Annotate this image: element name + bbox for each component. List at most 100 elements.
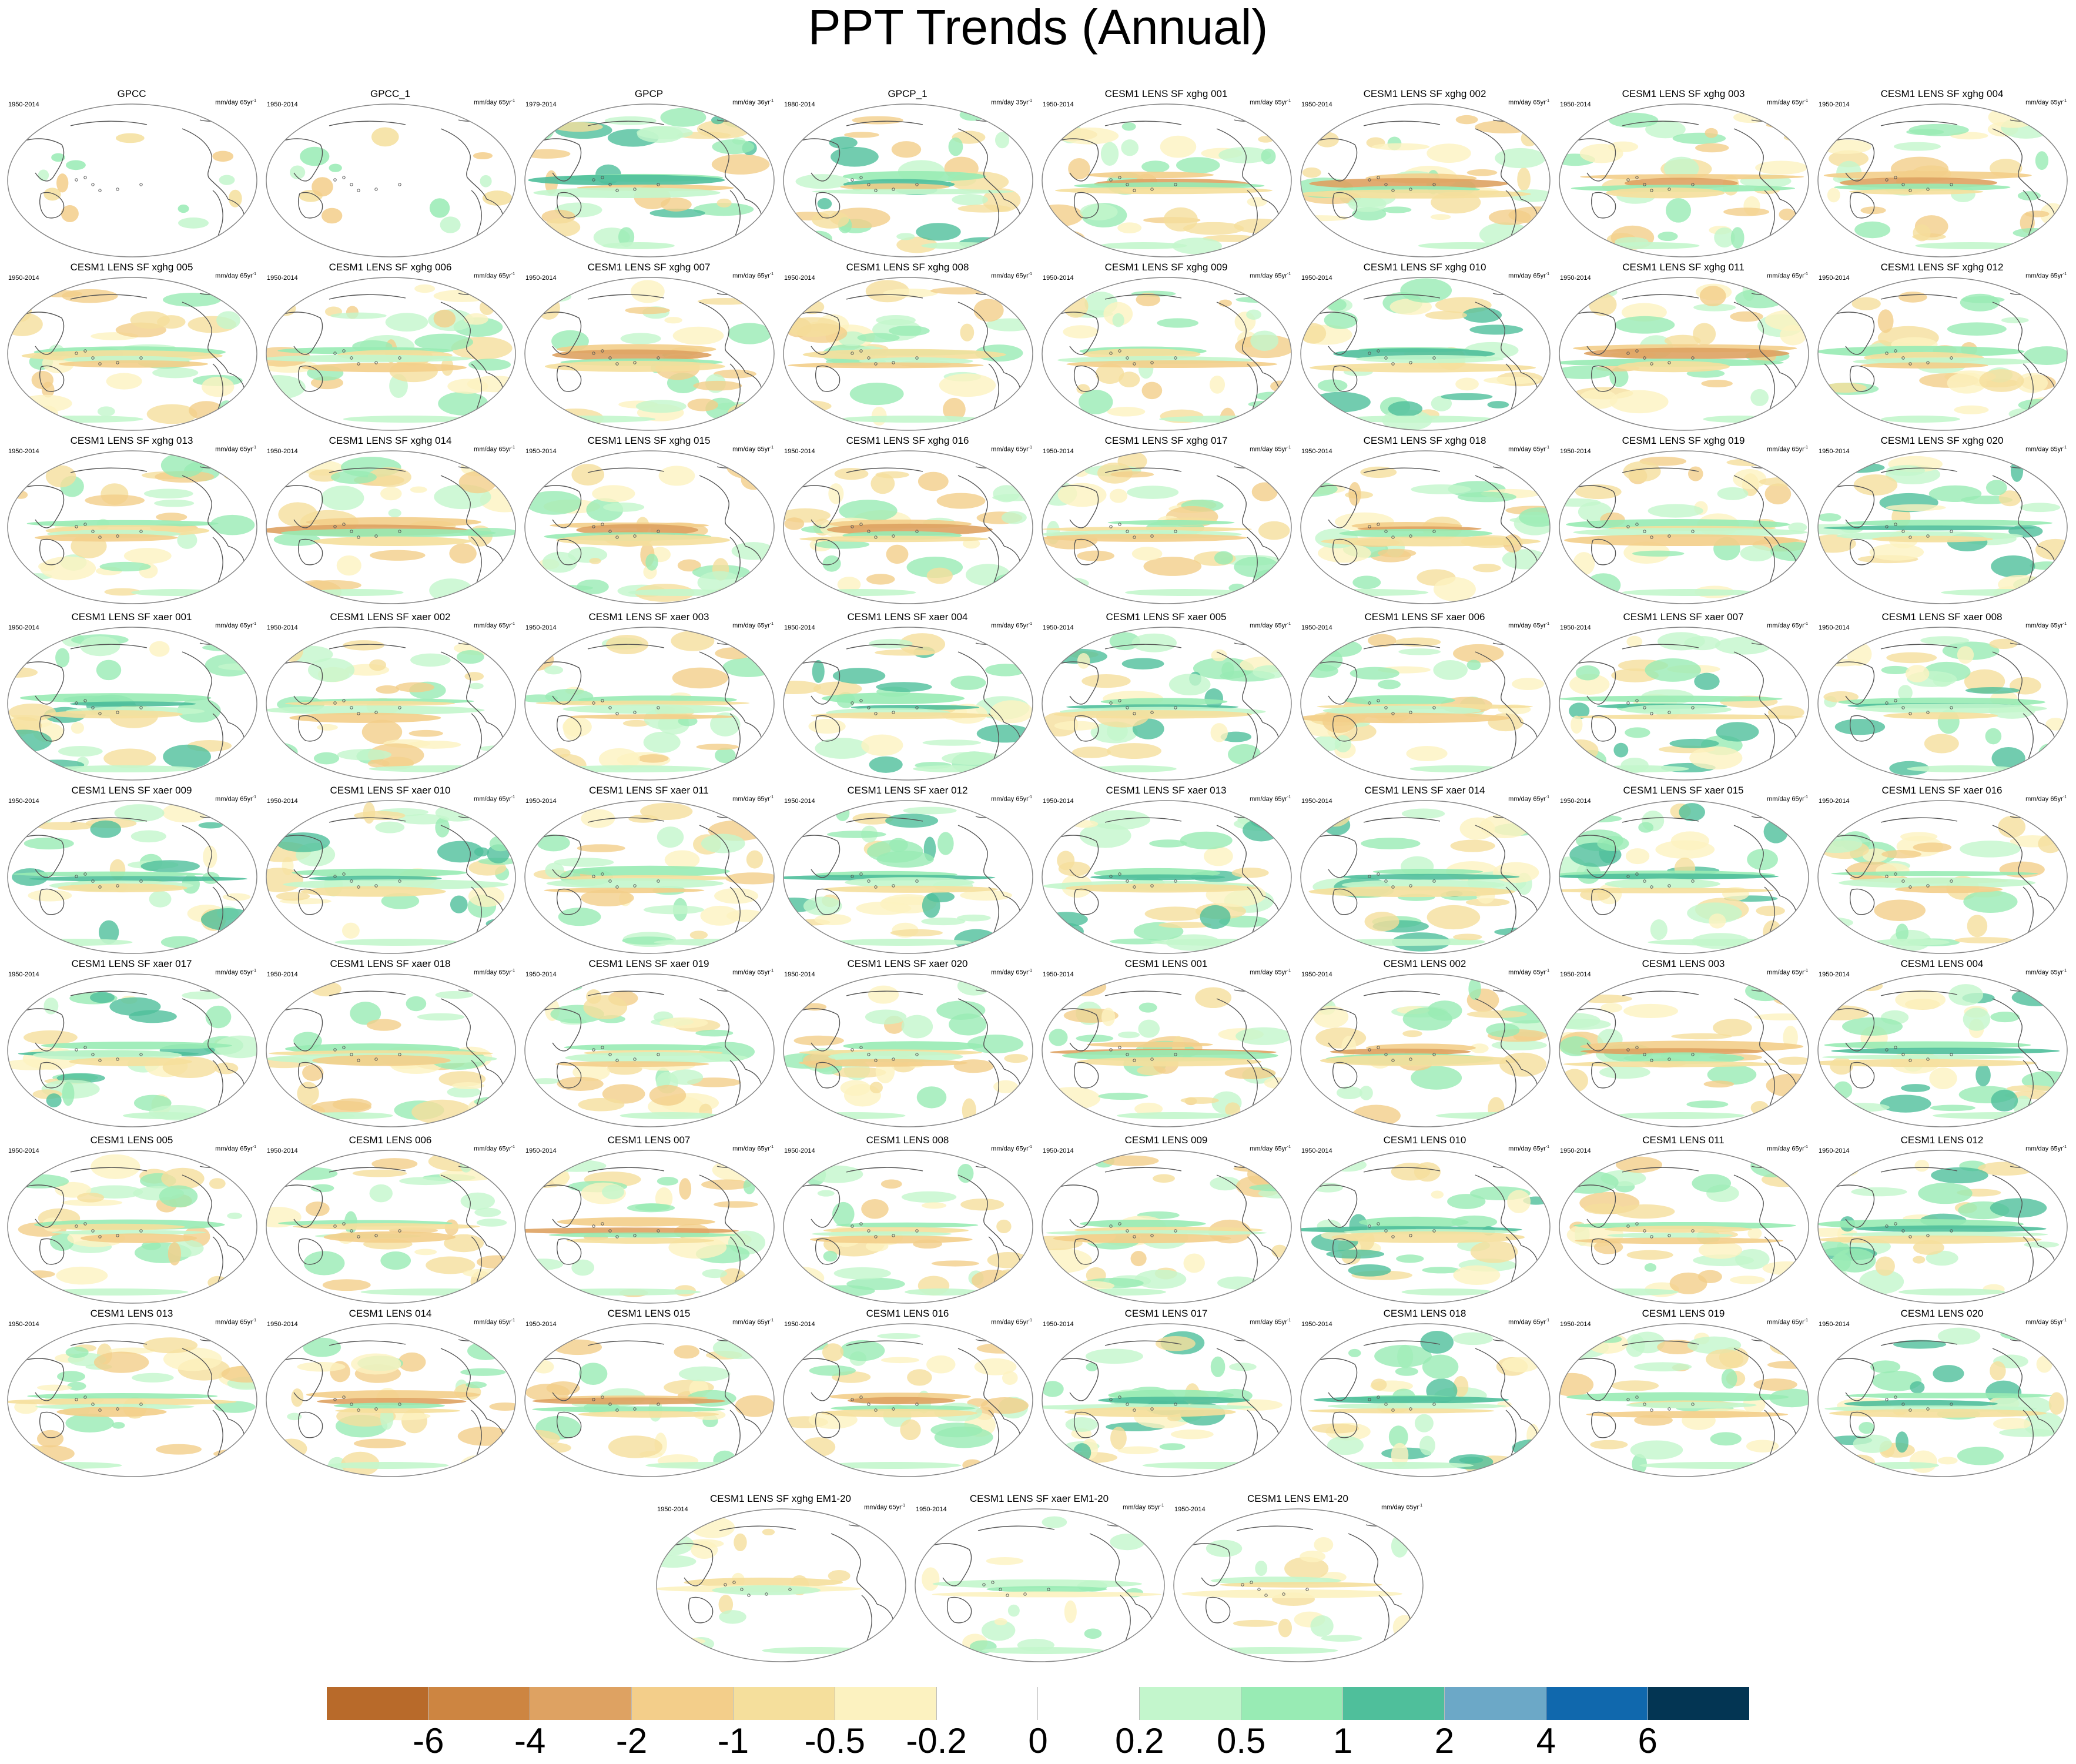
trend-patch bbox=[1735, 289, 1785, 309]
units-base: mm/day bbox=[1250, 99, 1275, 106]
coastline bbox=[1622, 294, 1699, 300]
trend-patch bbox=[525, 416, 656, 423]
trend-band bbox=[26, 520, 219, 527]
trend-patch bbox=[1457, 491, 1516, 503]
trend-patch bbox=[1459, 817, 1495, 840]
map-border bbox=[656, 1508, 906, 1662]
island bbox=[874, 1059, 878, 1062]
coastline bbox=[699, 825, 746, 896]
coastline bbox=[1773, 372, 1797, 423]
map-panel: CESM1 LENS 004 1950-2014 mm/day 65yr-1 bbox=[1813, 958, 2071, 1134]
units-period: 65yr bbox=[498, 1318, 511, 1326]
trend-patch bbox=[1599, 1065, 1650, 1079]
trend-patch bbox=[620, 1112, 720, 1119]
trend-patch bbox=[1960, 841, 2021, 858]
coastline bbox=[70, 644, 148, 650]
island bbox=[91, 183, 95, 186]
coastline bbox=[587, 1340, 665, 1346]
trend-patch bbox=[921, 917, 966, 926]
world-map bbox=[915, 1508, 1165, 1662]
panel-title: CESM1 LENS SF xghg 013 bbox=[70, 435, 193, 446]
trend-band bbox=[552, 349, 712, 361]
trend-patch bbox=[407, 740, 461, 749]
trend-patch bbox=[1422, 1267, 1461, 1274]
trend-patch bbox=[1893, 1340, 1947, 1349]
trend-patch bbox=[1235, 296, 1284, 303]
trend-patch bbox=[1658, 232, 1678, 242]
world-map bbox=[524, 627, 775, 781]
island bbox=[1118, 523, 1121, 526]
coastline bbox=[815, 1062, 841, 1089]
trend-band bbox=[1559, 888, 1774, 893]
island bbox=[350, 879, 353, 883]
island bbox=[1635, 1222, 1639, 1226]
trend-patch bbox=[1425, 310, 1468, 320]
trend-patch bbox=[66, 160, 86, 170]
panel-title: CESM1 LENS SF xghg 008 bbox=[846, 262, 969, 273]
coastline bbox=[182, 1348, 229, 1420]
units-exponent: -1 bbox=[769, 969, 774, 973]
island bbox=[139, 183, 143, 186]
trend-band bbox=[1066, 360, 1278, 369]
units-period: 65yr bbox=[498, 1145, 511, 1153]
world-map bbox=[783, 800, 1033, 954]
trend-patch bbox=[300, 1112, 393, 1119]
trend-patch bbox=[1124, 589, 1243, 596]
trend-patch bbox=[203, 845, 217, 868]
trend-patch bbox=[1706, 1349, 1744, 1370]
coastline bbox=[1820, 995, 1841, 1007]
trend-patch bbox=[1762, 1261, 1809, 1276]
island bbox=[357, 712, 360, 715]
units-period: 65yr bbox=[2050, 446, 2063, 453]
trend-patch bbox=[1075, 638, 1091, 646]
trend-patch bbox=[1235, 1027, 1291, 1045]
trend-patch bbox=[435, 991, 474, 999]
panel-units: mm/day 65yr-1 bbox=[1767, 446, 1808, 453]
trend-band bbox=[323, 1231, 456, 1243]
coastline bbox=[527, 1171, 548, 1183]
units-base: mm/day bbox=[2025, 969, 2051, 976]
panel-years: 1950-2014 bbox=[267, 971, 298, 978]
trend-patch bbox=[1320, 1462, 1474, 1469]
island bbox=[592, 525, 595, 528]
map-panel: CESM1 LENS SF xaer 015 1950-2014 mm/day 65… bbox=[1554, 785, 1813, 961]
map-border bbox=[1042, 973, 1292, 1127]
trend-patch bbox=[1001, 452, 1018, 476]
units-base: mm/day bbox=[474, 99, 499, 106]
panel-years: 1950-2014 bbox=[1560, 624, 1591, 631]
panel-years: 1950-2014 bbox=[267, 798, 298, 805]
coastline bbox=[557, 192, 582, 219]
trend-patch bbox=[1002, 1371, 1018, 1385]
trend-patch bbox=[1886, 504, 1946, 511]
island bbox=[1109, 875, 1113, 878]
island bbox=[1174, 1229, 1177, 1233]
panel-units: mm/day 65yr-1 bbox=[732, 446, 774, 453]
coastline bbox=[719, 1525, 796, 1531]
trend-patch bbox=[311, 1100, 371, 1114]
trend-patch bbox=[869, 638, 913, 649]
trend-patch bbox=[927, 891, 955, 903]
map-border bbox=[266, 800, 516, 954]
trend-patch bbox=[1302, 167, 1321, 178]
island bbox=[342, 699, 346, 702]
coastline bbox=[10, 822, 31, 834]
coastline bbox=[1052, 485, 1099, 528]
units-base: mm/day bbox=[2025, 622, 2051, 630]
trend-patch bbox=[823, 1250, 838, 1262]
units-period: 65yr bbox=[2050, 99, 2063, 106]
trend-patch bbox=[146, 404, 197, 424]
trend-patch bbox=[473, 152, 493, 160]
coastline bbox=[2021, 886, 2034, 953]
trend-patch bbox=[957, 205, 1011, 213]
trend-patch bbox=[1067, 978, 1107, 996]
trend-patch bbox=[817, 1190, 835, 1197]
trend-patch bbox=[495, 582, 513, 589]
map-panel: CESM1 LENS SF xghg 002 1950-2014 mm/day 65… bbox=[1295, 88, 1554, 265]
units-exponent: -1 bbox=[1545, 446, 1549, 450]
trend-patch bbox=[414, 1248, 437, 1256]
coastline bbox=[1562, 125, 1583, 137]
units-exponent: -1 bbox=[2062, 1318, 2067, 1323]
map-panel: CESM1 LENS SF xghg EM1-20 1950-2014 mm/day… bbox=[651, 1493, 910, 1669]
map-border bbox=[1559, 1323, 1809, 1477]
coastline bbox=[440, 475, 487, 547]
